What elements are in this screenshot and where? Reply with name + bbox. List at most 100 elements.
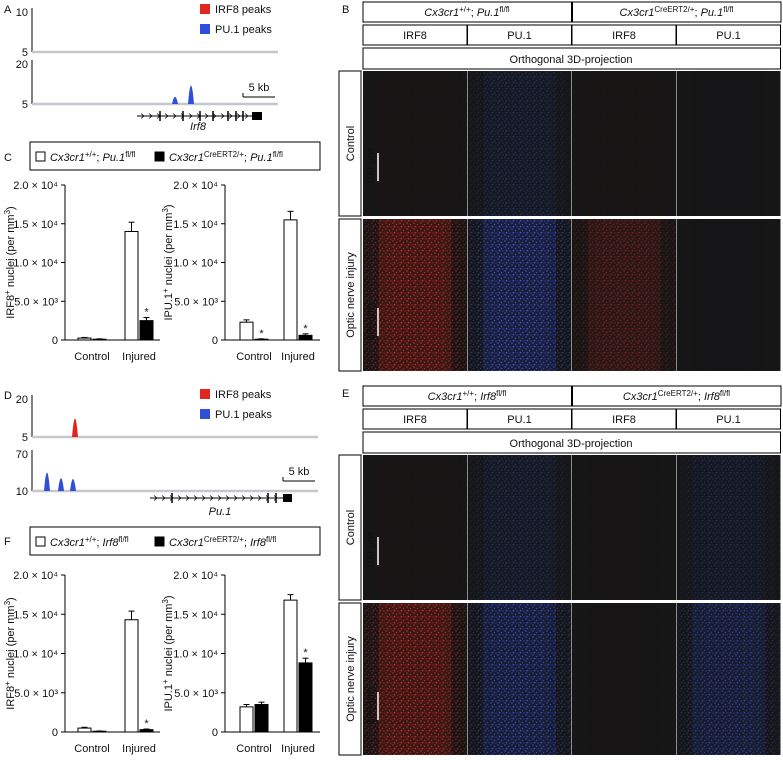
peak — [72, 418, 78, 437]
y-axis-label: IRF8+ nuclei (per mm3) — [3, 597, 18, 709]
micrograph-glow — [588, 455, 661, 600]
stain-label: PU.1 — [507, 414, 531, 426]
panel-label: F — [4, 536, 11, 548]
bar — [139, 729, 154, 733]
micrograph-signal — [363, 603, 467, 755]
stain-label: IRF8 — [612, 30, 636, 42]
micrograph-signal — [467, 455, 572, 600]
stain-label: PU.1 — [507, 30, 531, 42]
track-tick-label: 5 — [22, 432, 28, 444]
genotype-label-part: fl/fl — [723, 5, 733, 14]
y-axis-label-part: IPU.1 — [163, 684, 175, 712]
x-tick-label: Injured — [122, 351, 156, 363]
exon-box — [252, 112, 262, 120]
y-axis-label-part: 3 — [3, 600, 12, 605]
gene-arrow — [209, 495, 214, 501]
genotype-label-part: Cx3cr1 — [424, 7, 459, 19]
micrograph-glow — [483, 219, 556, 371]
legend-label-part: fl/fl — [118, 535, 128, 544]
y-axis-label-part: IPU.1 — [163, 293, 175, 321]
y-tick-label: 1.0 × 10⁴ — [13, 258, 58, 270]
micrograph-glow — [483, 603, 556, 755]
genotype-label-part: +/+ — [459, 5, 471, 14]
bar — [92, 338, 107, 341]
gene-arrow — [148, 113, 153, 119]
y-tick-label: 5.0 × 10³ — [174, 688, 218, 700]
micrograph-glow — [379, 455, 452, 600]
micrograph — [572, 455, 676, 600]
gene-arrow — [172, 113, 177, 119]
y-axis-label-part: + — [3, 681, 12, 686]
panel-label: C — [4, 152, 12, 164]
genotype-label-part: ; — [698, 391, 704, 403]
y-tick-label: 0 — [212, 727, 218, 739]
scale-label: 100 μm — [365, 533, 377, 570]
legend-label-part: ; — [244, 152, 250, 164]
micrograph-glow — [587, 219, 661, 371]
legend-label: Cx3cr1CreERT2/+; Pu.1fl/fl — [169, 150, 283, 165]
gene-arrow — [236, 113, 241, 119]
y-axis-label-part: nuclei (per mm — [163, 604, 175, 680]
genotype-label-part: Irf8 — [704, 391, 721, 403]
gene-arrow — [225, 495, 230, 501]
legend-label-part: ; — [96, 152, 102, 164]
peak-legend-swatch — [200, 4, 210, 14]
bar — [298, 662, 313, 733]
y-tick-label: 5.0 × 10³ — [174, 296, 218, 308]
gene-arrow — [201, 495, 206, 501]
gene-arrow — [164, 113, 169, 119]
scale-label: 100 μm — [365, 149, 377, 186]
bar — [124, 231, 139, 341]
peak-legend-swatch — [200, 24, 210, 34]
gene-arrow — [228, 113, 233, 119]
micrograph-glow — [483, 455, 556, 600]
stain-label: PU.1 — [716, 30, 740, 42]
gene-arrow — [153, 495, 158, 501]
micrograph-glow — [692, 219, 765, 371]
micrograph-signal — [363, 455, 467, 600]
genotype-label-part: Pu.1 — [701, 7, 724, 19]
significance-mark: * — [144, 307, 149, 319]
bar — [283, 599, 298, 733]
x-tick-label: Injured — [281, 351, 315, 363]
genotype-label-part: CreERT2/+ — [654, 5, 694, 14]
panel-label: B — [342, 4, 349, 16]
peak — [70, 479, 76, 491]
legend-label-part: +/+ — [85, 535, 97, 544]
legend-box — [29, 526, 321, 556]
micrograph-glow — [483, 71, 556, 216]
genotype-label-part: Cx3cr1 — [623, 391, 658, 403]
gene-arrow — [273, 495, 278, 501]
peak-legend-label: PU.1 peaks — [215, 409, 272, 421]
legend-label-part: Cx3cr1 — [169, 537, 204, 549]
gene-arrow — [233, 495, 238, 501]
legend-label: Cx3cr1+/+; Irf8fl/fl — [50, 535, 129, 550]
track-tick-label: 5 — [22, 99, 28, 111]
y-axis-label-part: nuclei (per mm — [163, 213, 175, 289]
gene-name: Pu.1 — [209, 506, 232, 518]
legend-label-part: CreERT2/+ — [204, 535, 244, 544]
y-tick-label: 0 — [212, 335, 218, 347]
micrograph-signal — [363, 219, 467, 371]
projection-label: Orthogonal 3D-projection — [510, 438, 633, 450]
y-tick-label: 1.0 × 10⁴ — [173, 258, 218, 270]
y-tick-label: 1.5 × 10⁴ — [173, 219, 218, 231]
track-tick-label: 10 — [16, 486, 28, 498]
legend-swatch — [35, 536, 46, 547]
gene-arrow — [177, 495, 182, 501]
genotype-label-part: Pu.1 — [477, 7, 500, 19]
legend-label-part: Irf8 — [103, 537, 120, 549]
genotype-label-part: Irf8 — [480, 391, 497, 403]
track-tick-label: 20 — [16, 59, 28, 71]
y-tick-label: 1.5 × 10⁴ — [173, 609, 218, 621]
gene-arrow — [249, 495, 254, 501]
y-axis-label-part: 3 — [161, 599, 170, 604]
micrograph-glow — [379, 71, 452, 216]
legend-label-part: Pu.1 — [250, 152, 273, 164]
peak-legend-label: PU.1 peaks — [215, 24, 272, 36]
legend-label-part: ; — [96, 537, 102, 549]
micrograph-signal — [363, 71, 467, 216]
gene-arrow — [161, 495, 166, 501]
gene-arrow — [212, 113, 217, 119]
